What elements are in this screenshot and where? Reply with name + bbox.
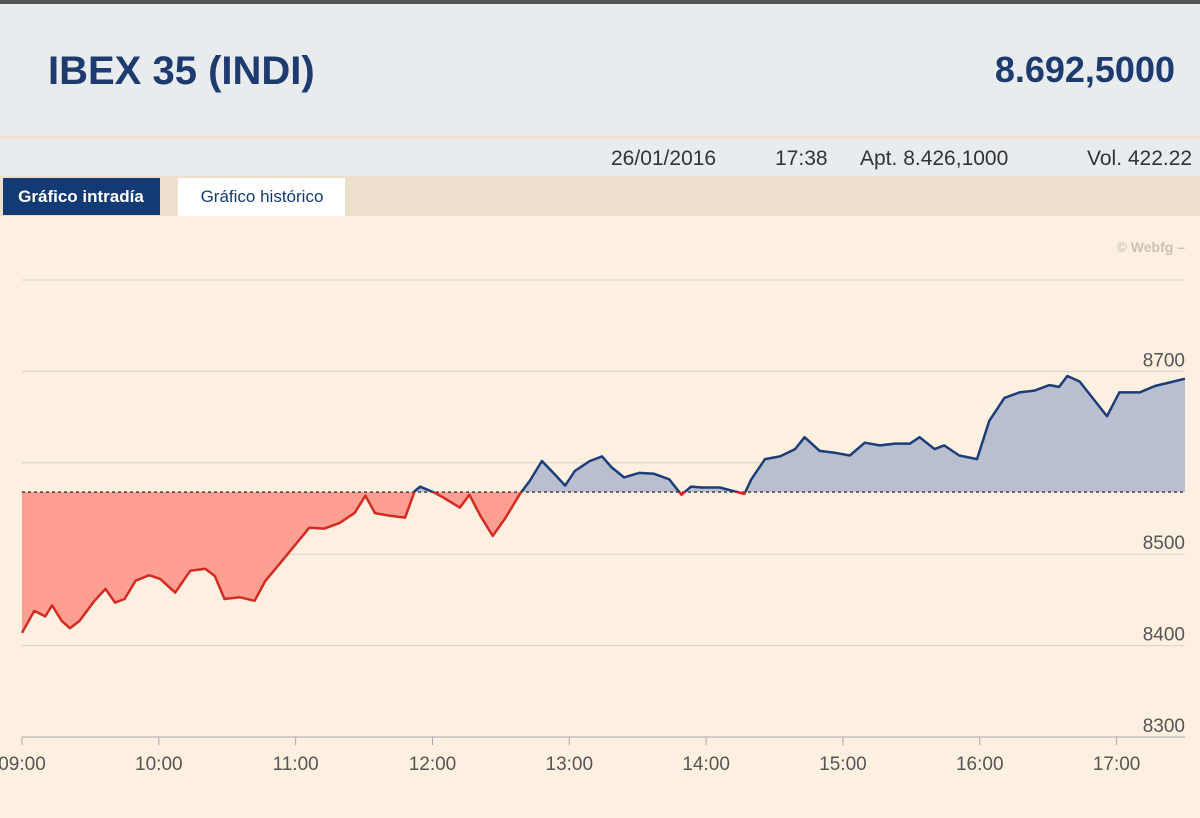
volume: Vol. 422.22 — [1087, 147, 1192, 170]
x-tick-label: 17:00 — [1093, 754, 1141, 775]
title: IBEX 35 (INDI) — [48, 49, 315, 93]
y-tick-label: 8700 — [1143, 350, 1185, 371]
y-tick-label: 8500 — [1143, 533, 1185, 554]
time: 17:38 — [775, 147, 828, 170]
y-tick-label: 8400 — [1143, 625, 1185, 646]
open-price: Apt. 8.426,1000 — [860, 147, 1008, 170]
x-tick-label: 14:00 — [682, 754, 730, 775]
area-fill — [22, 376, 1185, 633]
separator — [0, 136, 1200, 139]
x-tick-label: 09:00 — [0, 754, 46, 775]
price: 8.692,5000 — [995, 49, 1175, 90]
x-tick-label: 12:00 — [409, 754, 457, 775]
tab-label[interactable]: Gráfico histórico — [201, 187, 324, 206]
tab-active[interactable] — [3, 178, 160, 215]
header-bar — [0, 0, 1200, 136]
y-tick-label: 8300 — [1143, 716, 1185, 737]
info-bar — [0, 139, 1200, 176]
price-line — [20, 374, 1186, 634]
x-tick-label: 16:00 — [956, 754, 1004, 775]
tab-inactive[interactable] — [178, 178, 345, 216]
x-tick-label: 10:00 — [135, 754, 183, 775]
top-border — [0, 0, 1200, 4]
x-tick-label: 11:00 — [273, 754, 319, 775]
date: 26/01/2016 — [611, 147, 716, 170]
watermark: © Webfg – — [1117, 239, 1186, 255]
x-tick-label: 13:00 — [546, 754, 594, 775]
tab-label[interactable]: Gráfico intradía — [18, 187, 144, 206]
x-tick-label: 15:00 — [819, 754, 867, 775]
